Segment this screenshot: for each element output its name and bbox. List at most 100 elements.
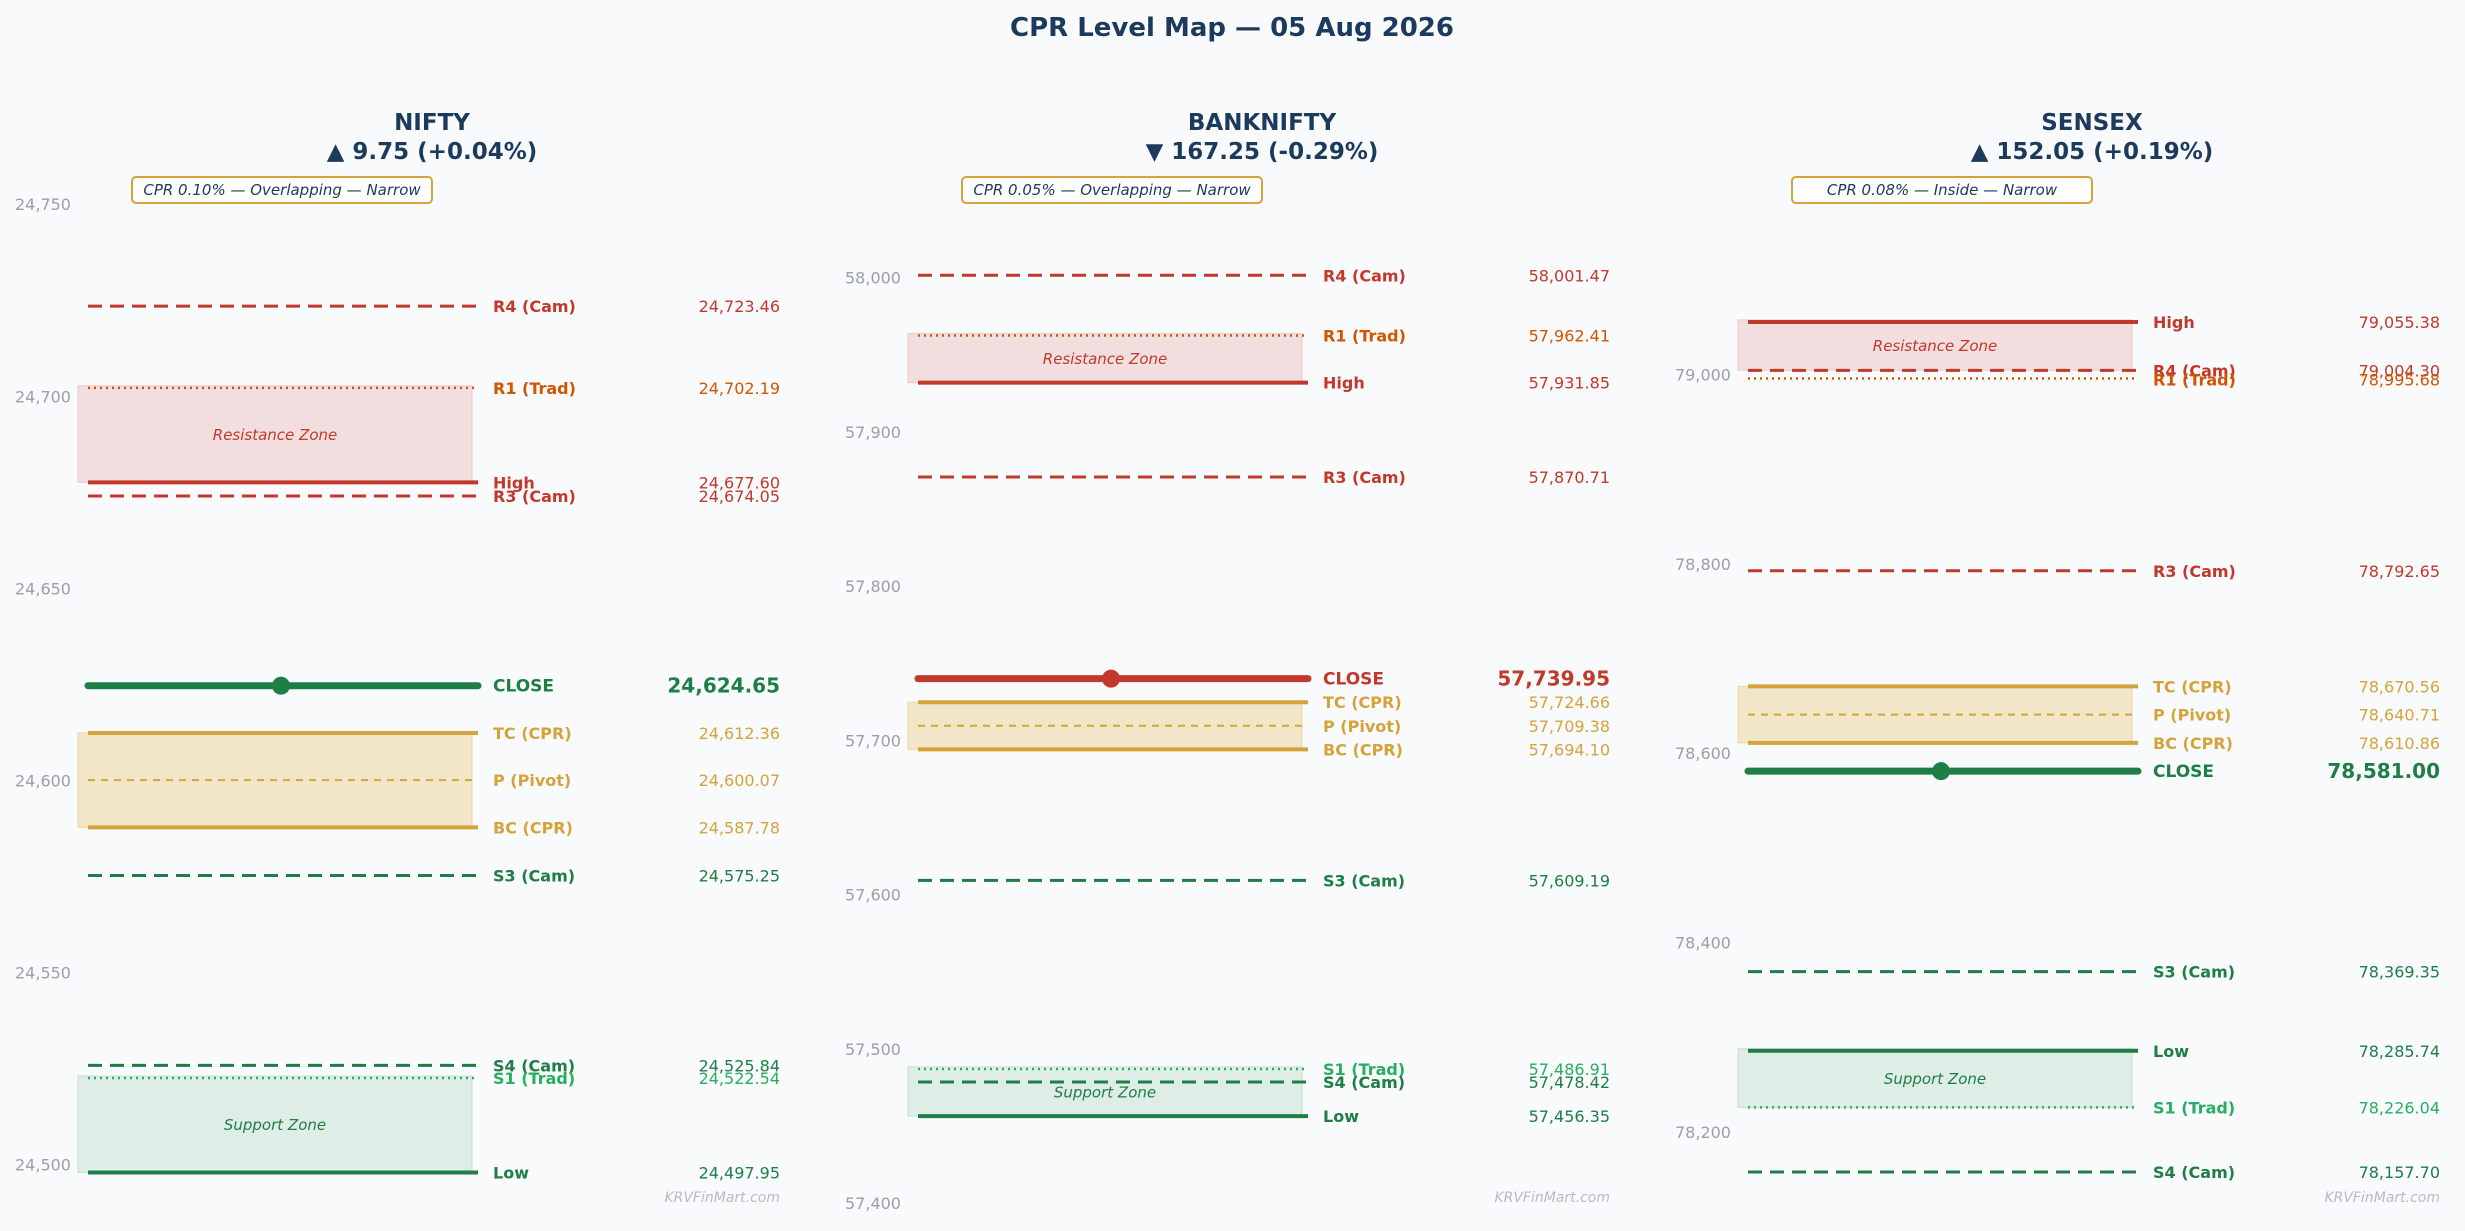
level-value-p-pivot: 78,640.71 bbox=[2359, 706, 2440, 725]
panel-change: ▲ 152.05 (+0.19%) bbox=[1971, 139, 2214, 165]
level-value-bc-cpr: 24,587.78 bbox=[699, 818, 780, 837]
close-value: 24,624.65 bbox=[667, 674, 780, 698]
level-label-r3-cam: R3 (Cam) bbox=[2153, 562, 2236, 581]
y-tick-label: 58,000 bbox=[845, 269, 901, 288]
level-label-bc-cpr: BC (CPR) bbox=[2153, 734, 2233, 753]
level-value-r1-trad: 78,995.68 bbox=[2359, 370, 2440, 389]
level-label-s3-cam: S3 (Cam) bbox=[1323, 871, 1405, 890]
close-label: CLOSE bbox=[2153, 762, 2214, 782]
level-value-s4-cam: 24,525.84 bbox=[699, 1056, 780, 1075]
resistance-zone bbox=[77, 385, 473, 483]
cpr-badge-text: CPR 0.10% — Overlapping — Narrow bbox=[143, 181, 421, 199]
level-label-s4-cam: S4 (Cam) bbox=[2153, 1163, 2235, 1182]
level-value-s4-cam: 57,478.42 bbox=[1529, 1073, 1610, 1092]
level-value-tc-cpr: 24,612.36 bbox=[699, 724, 780, 743]
watermark: KRVFinMart.com bbox=[2324, 1190, 2440, 1206]
level-value-s1-trad: 57,486.91 bbox=[1529, 1060, 1610, 1079]
support-zone-label: Support Zone bbox=[224, 1116, 326, 1134]
y-tick-label: 78,200 bbox=[1675, 1123, 1731, 1142]
y-tick-label: 24,650 bbox=[15, 579, 71, 598]
level-label-s1-trad: S1 (Trad) bbox=[2153, 1098, 2235, 1117]
level-label-r1-trad: R1 (Trad) bbox=[493, 379, 576, 398]
close-value: 78,581.00 bbox=[2327, 759, 2440, 783]
cpr-badge-box bbox=[1791, 176, 2093, 204]
panel-change: ▲ 9.75 (+0.04%) bbox=[327, 139, 538, 165]
cpr-badge-text: CPR 0.08% — Inside — Narrow bbox=[1827, 181, 2058, 199]
level-label-r4-cam: R4 (Cam) bbox=[493, 297, 576, 316]
level-label-p-pivot: P (Pivot) bbox=[2153, 706, 2231, 725]
level-label-s4-cam: S4 (Cam) bbox=[1323, 1073, 1405, 1092]
y-tick-label: 24,500 bbox=[15, 1156, 71, 1175]
close-value: 57,739.95 bbox=[1497, 667, 1610, 691]
level-value-r1-trad: 57,962.41 bbox=[1529, 327, 1610, 346]
support-zone-label: Support Zone bbox=[1884, 1070, 1986, 1088]
level-label-tc-cpr: TC (CPR) bbox=[493, 724, 572, 743]
level-label-s1-trad: S1 (Trad) bbox=[493, 1069, 575, 1088]
resistance-zone-label: Resistance Zone bbox=[213, 426, 337, 444]
level-label-tc-cpr: TC (CPR) bbox=[1323, 693, 1402, 712]
level-value-r3-cam: 78,792.65 bbox=[2359, 562, 2440, 581]
level-label-r4-cam: R4 (Cam) bbox=[1323, 266, 1406, 285]
level-label-high: High bbox=[1323, 374, 1365, 393]
level-value-high: 57,931.85 bbox=[1529, 374, 1610, 393]
level-value-s3-cam: 57,609.19 bbox=[1529, 871, 1610, 890]
level-value-high: 79,055.38 bbox=[2359, 313, 2440, 332]
y-tick-label: 78,600 bbox=[1675, 744, 1731, 763]
y-tick-label: 78,800 bbox=[1675, 555, 1731, 574]
level-label-s3-cam: S3 (Cam) bbox=[493, 867, 575, 886]
panels-container: NIFTY ▲ 9.75 (+0.04%) CPR 0.10% — Overlapp… bbox=[15, 110, 2440, 1213]
close-label: CLOSE bbox=[493, 677, 554, 697]
support-zone bbox=[77, 1075, 473, 1173]
level-label-r4-cam: R4 (Cam) bbox=[2153, 361, 2236, 380]
close-marker bbox=[1102, 669, 1120, 688]
panel-sensex: SENSEX ▲ 152.05 (+0.19%) CPR 0.08% — Insid… bbox=[1675, 110, 2440, 1206]
watermark: KRVFinMart.com bbox=[664, 1190, 780, 1206]
level-label-low: Low bbox=[1323, 1107, 1359, 1126]
y-tick-label: 24,700 bbox=[15, 387, 71, 406]
watermark: KRVFinMart.com bbox=[1494, 1190, 1610, 1206]
y-tick-label: 79,000 bbox=[1675, 365, 1731, 384]
level-value-tc-cpr: 78,670.56 bbox=[2359, 677, 2440, 696]
level-value-s4-cam: 78,157.70 bbox=[2359, 1163, 2440, 1182]
level-label-r1-trad: R1 (Trad) bbox=[2153, 370, 2236, 389]
resistance-zone-label: Resistance Zone bbox=[1873, 337, 1997, 355]
close-marker bbox=[1932, 762, 1950, 781]
resistance-zone-label: Resistance Zone bbox=[1043, 350, 1167, 368]
level-label-high: High bbox=[493, 473, 535, 492]
level-label-tc-cpr: TC (CPR) bbox=[2153, 677, 2232, 696]
panel-banknifty: BANKNIFTY ▼ 167.25 (-0.29%) CPR 0.05% — Ov… bbox=[845, 110, 1610, 1213]
chart-title: CPR Level Map — 05 Aug 2026 bbox=[1010, 13, 1454, 43]
y-tick-label: 57,700 bbox=[845, 731, 901, 750]
cpr-badge-box bbox=[961, 176, 1263, 204]
support-zone bbox=[1737, 1048, 2133, 1108]
y-tick-label: 24,750 bbox=[15, 195, 71, 214]
level-value-r3-cam: 24,674.05 bbox=[699, 487, 780, 506]
panel-title: BANKNIFTY bbox=[1188, 110, 1337, 136]
level-label-bc-cpr: BC (CPR) bbox=[1323, 740, 1403, 759]
y-tick-label: 57,400 bbox=[845, 1194, 901, 1213]
y-tick-label: 78,400 bbox=[1675, 934, 1731, 953]
level-label-low: Low bbox=[493, 1163, 529, 1182]
level-value-low: 24,497.95 bbox=[699, 1163, 780, 1182]
y-tick-label: 57,800 bbox=[845, 577, 901, 596]
level-label-s3-cam: S3 (Cam) bbox=[2153, 963, 2235, 982]
level-value-p-pivot: 24,600.07 bbox=[699, 771, 780, 790]
level-label-high: High bbox=[2153, 313, 2195, 332]
level-value-r3-cam: 57,870.71 bbox=[1529, 468, 1610, 487]
y-tick-label: 24,550 bbox=[15, 964, 71, 983]
cpr-badge-box bbox=[131, 176, 433, 204]
level-label-r3-cam: R3 (Cam) bbox=[1323, 468, 1406, 487]
y-tick-label: 24,600 bbox=[15, 771, 71, 790]
level-label-r1-trad: R1 (Trad) bbox=[1323, 327, 1406, 346]
cpr-badge-text: CPR 0.05% — Overlapping — Narrow bbox=[973, 181, 1251, 199]
level-value-s3-cam: 78,369.35 bbox=[2359, 963, 2440, 982]
level-value-bc-cpr: 57,694.10 bbox=[1529, 740, 1610, 759]
level-value-r1-trad: 24,702.19 bbox=[699, 379, 780, 398]
level-label-s4-cam: S4 (Cam) bbox=[493, 1056, 575, 1075]
close-marker bbox=[272, 676, 290, 695]
level-label-bc-cpr: BC (CPR) bbox=[493, 818, 573, 837]
resistance-zone bbox=[1737, 319, 2133, 371]
y-tick-label: 57,500 bbox=[845, 1040, 901, 1059]
close-label: CLOSE bbox=[1323, 670, 1384, 690]
